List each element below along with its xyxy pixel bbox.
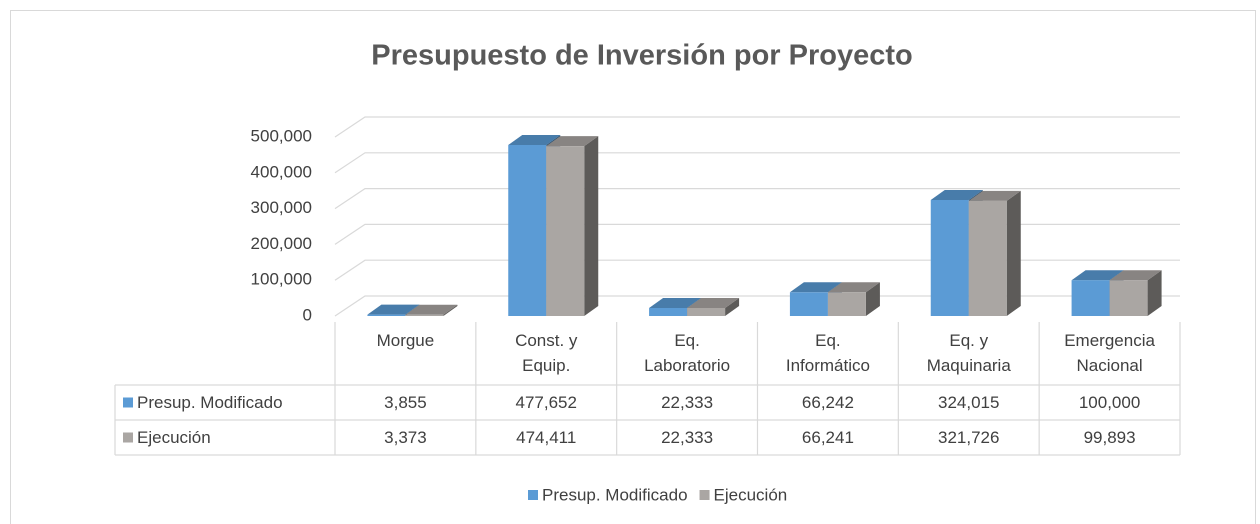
y-tick-label: 100,000 [251,270,312,289]
table-value: 477,652 [516,393,577,412]
legend-key [699,490,710,500]
bar-top [930,190,983,201]
bar-top [649,298,702,309]
bar [1109,280,1148,316]
bar-top [508,135,561,146]
bar [367,314,406,316]
chart-border [10,10,1256,524]
bar-top [1071,270,1124,281]
bar-top [546,136,599,147]
bar-top [968,190,1021,201]
table-value: 66,242 [802,393,854,412]
y-tick-label: 300,000 [251,198,312,217]
grid-line [334,295,1180,317]
chart-title: Presupuesto de Inversión por Proyecto [371,40,912,72]
bar [508,145,547,316]
y-tick-label: 200,000 [251,234,312,253]
table-value: 3,373 [384,428,427,447]
y-tick-label: 500,000 [251,126,312,145]
grid-line [334,188,1180,210]
category-label: Emergencia Nacional [1064,331,1155,375]
bar [649,308,688,316]
y-tick-label: 0 [303,305,312,324]
table-value: 99,893 [1084,428,1136,447]
bar-side [865,282,880,316]
table-value: 22,333 [661,428,713,447]
grid-line [334,259,1180,281]
bar [687,308,726,316]
series-label: Presup. Modificado [137,393,283,412]
bar [827,292,866,316]
bar [546,146,585,316]
table-value: 3,855 [384,393,427,412]
grid-line [334,116,1180,138]
grid-line [334,152,1180,174]
bar-top [405,304,458,315]
category-label: Eq. y Maquinaria [926,331,1011,375]
category-label: Eq. Informático [785,331,870,375]
table-value: 100,000 [1079,393,1140,412]
bar-side [443,304,458,316]
bar-side [1006,190,1021,316]
bar-top [827,282,880,293]
table-value: 22,333 [661,393,713,412]
table-value: 66,241 [802,428,854,447]
bar-top [1109,270,1162,281]
legend-key [528,490,538,500]
legend-label: Presup. Modificado [542,485,688,504]
bar [1071,280,1110,316]
table-value: 474,411 [516,428,576,447]
category-label: Morgue [376,331,435,350]
grid-line [334,223,1180,245]
bar-top [367,304,420,315]
category-label: Eq. Laboratorio [644,331,731,375]
table-value: 321,726 [938,428,999,447]
legend-key [123,432,133,443]
bar [968,200,1007,316]
bar-top [687,298,740,309]
bar-top [789,282,842,293]
bar [789,292,828,316]
legend-label: Ejecución [714,485,788,504]
bar-side [1147,270,1162,316]
bar-side [584,136,599,316]
bar-side [725,298,740,316]
bar [930,200,969,316]
legend-key [123,397,133,408]
table-value: 324,015 [938,393,999,412]
bar [405,314,444,316]
category-label: Const. y Equip. [515,331,578,375]
y-tick-label: 400,000 [251,162,312,181]
series-label: Ejecución [137,428,211,447]
